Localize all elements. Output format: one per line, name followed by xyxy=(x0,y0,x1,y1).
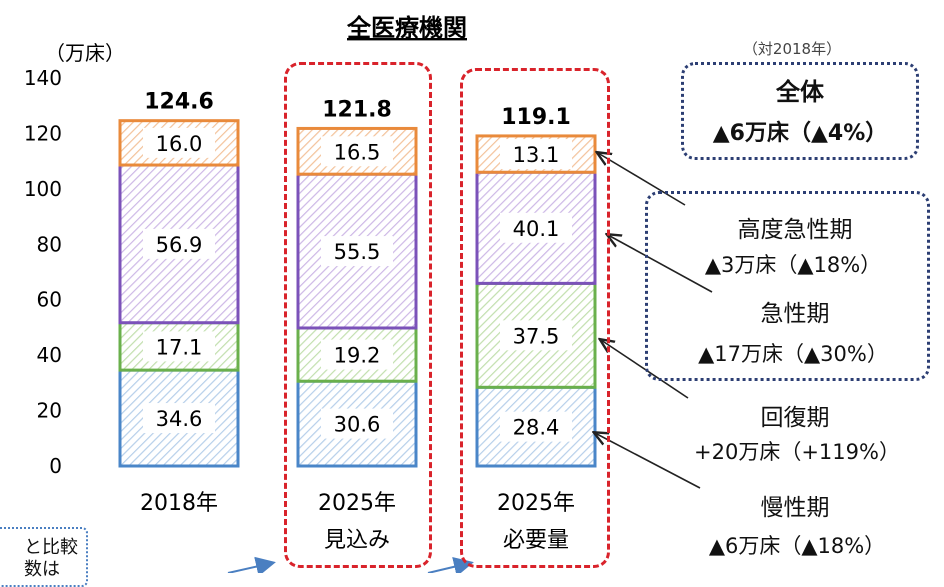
value-label-box xyxy=(321,236,393,267)
value-label: 40.1 xyxy=(513,217,560,241)
y-axis: 0 20 40 60 80 100 120 140 xyxy=(24,66,62,478)
total-title: 全体 xyxy=(776,78,824,106)
bar-stacks: 34.6 17.1 56.9 16.0 124.6 30.6 19.2 55.5 16.5 121… xyxy=(118,90,597,468)
pointer-acute xyxy=(608,235,713,293)
recovery-name: 回復期 xyxy=(760,405,830,431)
value-label: 13.1 xyxy=(513,143,560,167)
value-label: 16.0 xyxy=(156,132,203,156)
frame-2025-forecast xyxy=(284,62,432,568)
pointer-recovery xyxy=(601,340,689,399)
value-label: 17.1 xyxy=(156,335,203,359)
y-tick-label: 80 xyxy=(37,232,62,256)
y-axis-unit: （万床） xyxy=(45,41,125,65)
total-label: 119.1 xyxy=(501,105,571,130)
y-tick-label: 0 xyxy=(49,454,62,478)
acute-name: 急性期 xyxy=(760,301,830,327)
value-label: 55.5 xyxy=(334,240,381,264)
high-acute-name: 高度急性期 xyxy=(737,217,853,243)
corner-note-box: と比較 数は xyxy=(0,527,88,587)
value-label-box xyxy=(143,127,215,158)
y-tick-label: 120 xyxy=(24,121,62,145)
pointer-chronic xyxy=(595,433,701,489)
value-label-box xyxy=(143,228,215,259)
total-change: ▲6万床（▲4%） xyxy=(712,121,888,146)
compare-note: （対2018年） xyxy=(742,40,842,58)
y-tick-label: 100 xyxy=(24,177,62,201)
value-label: 19.2 xyxy=(334,344,381,368)
total-label: 124.6 xyxy=(144,90,214,115)
note-arrow-1 xyxy=(227,556,276,573)
chronic-change: ▲6万床（▲18%） xyxy=(708,534,886,558)
x-tick-label: 2025年 xyxy=(318,491,396,516)
value-label: 37.5 xyxy=(513,324,560,348)
value-label-box xyxy=(321,339,393,370)
chart-title: 全医療機関 xyxy=(346,14,467,42)
value-label-box xyxy=(500,320,572,351)
stacked-bar-chart: 全医療機関 （万床） 0 20 40 60 80 100 120 140 34.6 17.1 56… xyxy=(24,14,713,573)
total-label: 121.8 xyxy=(322,97,392,122)
x-tick-label: 必要量 xyxy=(503,528,569,553)
y-tick-label: 140 xyxy=(24,66,62,90)
chronic-name: 慢性期 xyxy=(760,495,830,521)
high-acute-change: ▲3万床（▲18%） xyxy=(704,253,882,277)
y-tick-label: 40 xyxy=(37,343,62,367)
value-label: 16.5 xyxy=(334,140,381,164)
total-change-box xyxy=(681,62,919,160)
value-label: 30.6 xyxy=(334,413,381,437)
value-label: 56.9 xyxy=(156,233,203,257)
value-label: 28.4 xyxy=(513,416,560,440)
value-label-box xyxy=(500,139,572,170)
corner-note-line-1: と比較 xyxy=(24,537,78,558)
value-label-box xyxy=(500,411,572,442)
value-label-box xyxy=(143,331,215,362)
category-change-box xyxy=(645,191,930,381)
value-label-box xyxy=(143,403,215,434)
value-label-box xyxy=(321,136,393,167)
x-tick-label: 見込み xyxy=(324,528,390,553)
value-label-box xyxy=(500,212,572,243)
value-label-box xyxy=(321,408,393,439)
y-tick-label: 60 xyxy=(37,288,62,312)
x-tick-label: 2018年 xyxy=(140,491,218,516)
corner-note-line-2: 数は xyxy=(24,559,60,580)
x-tick-label: 2025年 xyxy=(497,491,575,516)
note-arrow-2 xyxy=(427,556,474,573)
frame-2025-required xyxy=(460,68,610,568)
acute-change: ▲17万床（▲30%） xyxy=(698,342,888,366)
value-label: 34.6 xyxy=(156,407,203,431)
pointer-high-acute xyxy=(598,153,686,206)
y-tick-label: 20 xyxy=(37,399,62,423)
recovery-change: +20万床（+119%） xyxy=(694,440,900,464)
